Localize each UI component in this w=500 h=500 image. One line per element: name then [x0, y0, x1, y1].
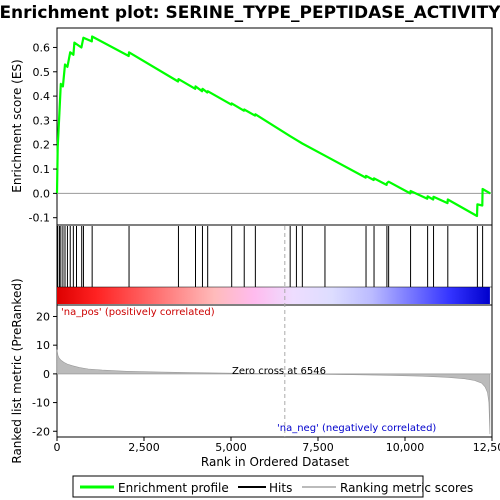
metric-y-tick-label-2: 0	[43, 368, 50, 381]
x-tick-label-2: 5,000	[215, 441, 247, 454]
zero-cross-label: Zero cross at 6546	[232, 366, 326, 377]
es-y-axis-label: Enrichment score (ES)	[10, 59, 24, 192]
es-y-tick-label-5: 0.4	[33, 90, 51, 103]
es-y-tick-label-0: -0.1	[29, 212, 50, 225]
metric-y-tick-label-0: -20	[32, 425, 50, 438]
es-y-tick-label-7: 0.6	[33, 41, 51, 54]
es-y-tick-label-4: 0.3	[33, 114, 51, 127]
hits-layer	[57, 226, 492, 304]
metric-y-axis-label: Ranked list metric (PreRanked)	[10, 278, 24, 463]
metric-layer	[56, 226, 492, 437]
pos-correlated-label: 'na_pos' (positively correlated)	[61, 307, 215, 318]
es-y-tick-label-1: 0.0	[33, 187, 51, 200]
es-y-tick-label-2: 0.1	[33, 163, 51, 176]
ranked-colorbar	[57, 287, 490, 304]
metric-y-tick-label-3: 10	[36, 339, 50, 352]
es-y-tick-label-6: 0.5	[33, 66, 51, 79]
x-tick-label-1: 2,500	[128, 441, 160, 454]
legend: Enrichment profile Hits Ranking metric s…	[72, 475, 473, 498]
x-axis-label: Rank in Ordered Dataset	[201, 455, 349, 469]
ranking-metric-area	[56, 349, 491, 435]
chart-title: Enrichment plot: SERINE_TYPE_PEPTIDASE_A…	[0, 3, 500, 23]
x-tick-label-0: 0	[54, 441, 61, 454]
es-layer	[55, 35, 492, 218]
axes-layer: -0.1 0.0 0.1 0.2 0.3 0.4 0.5 0.6 -20 -10 0 10 20 0 2,5…	[29, 41, 500, 454]
enrichment-profile-line	[55, 35, 491, 218]
metric-panel	[56, 304, 493, 438]
neg-correlated-label: 'na_neg' (negatively correlated)	[277, 423, 436, 434]
x-tick-label-5: 12,500	[473, 441, 500, 454]
legend-metric-label: Ranking metric scores	[340, 481, 473, 495]
es-y-tick-label-3: 0.2	[33, 139, 51, 152]
metric-y-tick-label-4: 20	[36, 310, 50, 323]
legend-enrichment-label: Enrichment profile	[118, 481, 229, 495]
legend-hits-label: Hits	[269, 481, 292, 495]
metric-y-tick-label-1: -10	[32, 397, 50, 410]
x-tick-label-3: 7,500	[302, 441, 334, 454]
x-tick-label-4: 10,000	[386, 441, 425, 454]
